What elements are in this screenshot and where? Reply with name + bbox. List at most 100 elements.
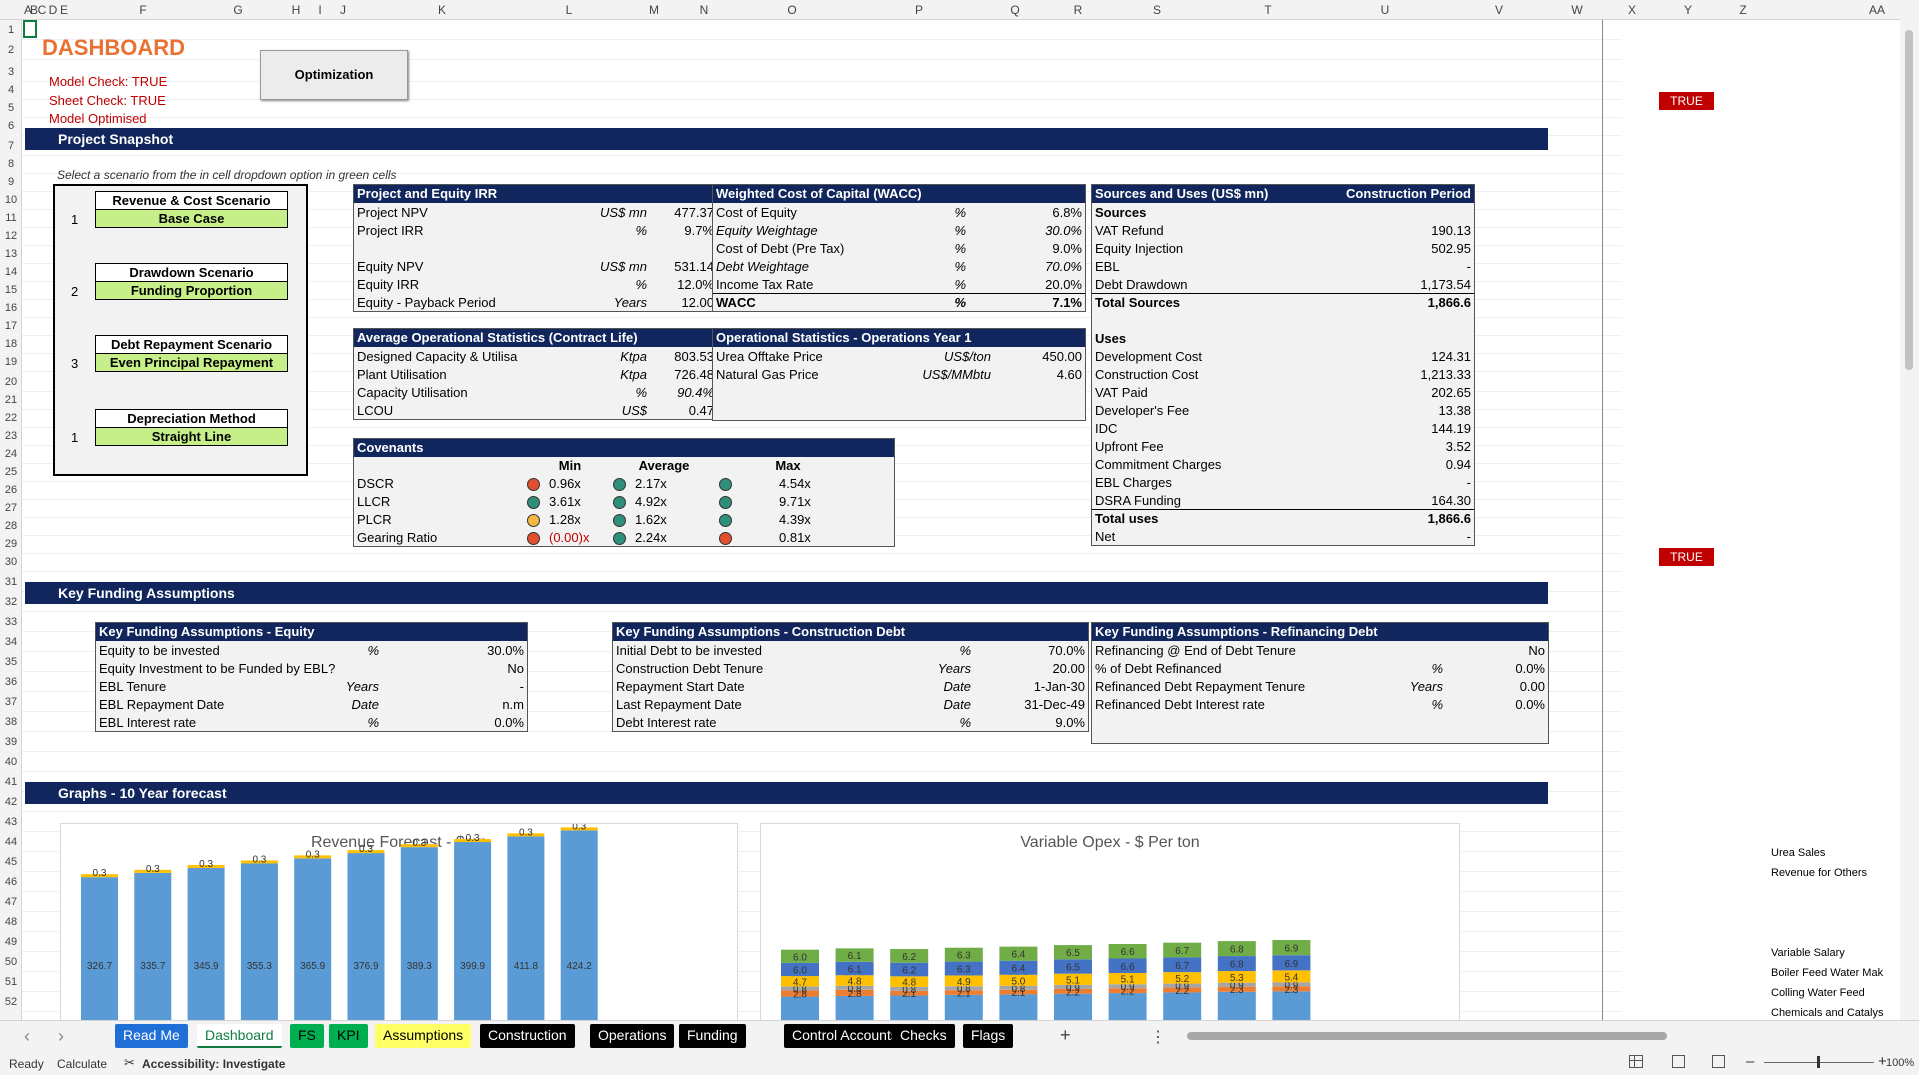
column-header[interactable]: X xyxy=(1627,3,1637,17)
row-header[interactable]: 1 xyxy=(7,24,15,36)
scenario-dropdown[interactable]: Even Principal Repayment xyxy=(96,354,287,371)
normal-view-icon[interactable] xyxy=(1629,1055,1643,1068)
tab-funding[interactable]: Funding xyxy=(679,1024,746,1048)
row-header[interactable]: 15 xyxy=(4,284,18,296)
row-header[interactable]: 34 xyxy=(4,636,18,648)
row-header[interactable]: 12 xyxy=(4,230,18,242)
column-header[interactable]: Y xyxy=(1683,3,1693,17)
row-header[interactable]: 4 xyxy=(7,84,15,96)
column-header[interactable]: W xyxy=(1571,3,1583,17)
row-header[interactable]: 5 xyxy=(7,102,15,114)
column-header[interactable]: AA xyxy=(1868,3,1886,17)
status-calculate[interactable]: Calculate xyxy=(57,1057,108,1071)
tab-read-me[interactable]: Read Me xyxy=(115,1024,188,1048)
column-header[interactable]: U xyxy=(1380,3,1390,17)
row-header[interactable]: 46 xyxy=(4,876,18,888)
row-header[interactable]: 52 xyxy=(4,996,18,1008)
column-header[interactable]: M xyxy=(649,3,659,17)
column-header[interactable]: N xyxy=(699,3,709,17)
tab-control-accounts[interactable]: Control Accounts xyxy=(784,1024,906,1048)
row-header[interactable]: 24 xyxy=(4,448,18,460)
row-header[interactable]: 32 xyxy=(4,596,18,608)
row-header[interactable]: 8 xyxy=(7,158,15,170)
row-header[interactable]: 36 xyxy=(4,676,18,688)
column-header[interactable]: V xyxy=(1494,3,1504,17)
row-header[interactable]: 45 xyxy=(4,856,18,868)
row-header[interactable]: 41 xyxy=(4,776,18,788)
row-header[interactable]: 18 xyxy=(4,338,18,350)
row-header[interactable]: 13 xyxy=(4,248,18,260)
row-header[interactable]: 9 xyxy=(7,176,15,188)
tab-flags[interactable]: Flags xyxy=(963,1024,1014,1048)
optimization-button[interactable]: Optimization xyxy=(260,50,408,100)
column-header[interactable]: P xyxy=(914,3,924,17)
row-header[interactable]: 51 xyxy=(4,976,18,988)
row-header[interactable]: 29 xyxy=(4,538,18,550)
tab-operations[interactable]: Operations xyxy=(590,1024,675,1048)
row-header[interactable]: 39 xyxy=(4,736,18,748)
scroll-thumb[interactable] xyxy=(1905,30,1913,370)
page-layout-icon[interactable] xyxy=(1672,1055,1685,1068)
zoom-in-icon[interactable]: + xyxy=(1878,1053,1887,1070)
row-header[interactable]: 30 xyxy=(4,556,18,568)
row-header[interactable]: 28 xyxy=(4,520,18,532)
scenario-dropdown[interactable]: Funding Proportion xyxy=(96,282,287,299)
column-header[interactable]: C xyxy=(37,3,47,17)
column-header[interactable]: H xyxy=(291,3,301,17)
tab-dashboard[interactable]: Dashboard xyxy=(197,1024,282,1048)
row-header[interactable]: 23 xyxy=(4,430,18,442)
tab-next-icon[interactable]: › xyxy=(58,1026,64,1046)
column-header[interactable]: E xyxy=(59,3,69,17)
row-header[interactable]: 25 xyxy=(4,466,18,478)
row-header[interactable]: 20 xyxy=(4,376,18,388)
column-header[interactable]: R xyxy=(1073,3,1083,17)
row-header[interactable]: 42 xyxy=(4,796,18,808)
row-header[interactable]: 22 xyxy=(4,412,18,424)
tab-construction[interactable]: Construction xyxy=(480,1024,575,1048)
row-header[interactable]: 40 xyxy=(4,756,18,768)
column-header[interactable]: G xyxy=(233,3,243,17)
column-header[interactable]: I xyxy=(318,3,322,17)
row-header[interactable]: 10 xyxy=(4,194,18,206)
row-header[interactable]: 2 xyxy=(7,44,15,56)
row-header[interactable]: 31 xyxy=(4,576,18,588)
row-header[interactable]: 7 xyxy=(7,140,15,152)
row-header[interactable]: 47 xyxy=(4,896,18,908)
column-header[interactable]: T xyxy=(1264,3,1272,17)
column-header[interactable]: Q xyxy=(1010,3,1020,17)
column-header[interactable]: K xyxy=(437,3,447,17)
zoom-level[interactable]: 100% xyxy=(1886,1057,1915,1069)
selected-cell[interactable] xyxy=(23,20,37,38)
tab-fs[interactable]: FS xyxy=(290,1024,324,1048)
row-header[interactable]: 3 xyxy=(7,66,15,78)
tab-checks[interactable]: Checks xyxy=(892,1024,955,1048)
column-header[interactable]: J xyxy=(340,3,346,17)
row-header[interactable]: 37 xyxy=(4,696,18,708)
row-header[interactable]: 50 xyxy=(4,956,18,968)
vertical-scrollbar[interactable] xyxy=(1900,0,1919,1020)
zoom-thumb[interactable] xyxy=(1817,1056,1820,1068)
row-header[interactable]: 17 xyxy=(4,320,18,332)
tab-kpi[interactable]: KPI xyxy=(329,1024,368,1048)
row-header[interactable]: 44 xyxy=(4,836,18,848)
row-header[interactable]: 21 xyxy=(4,394,18,406)
column-header[interactable]: S xyxy=(1152,3,1162,17)
more-options-icon[interactable]: ⋮ xyxy=(1150,1029,1166,1046)
page-break-icon[interactable] xyxy=(1712,1055,1725,1068)
worksheet-grid[interactable]: DASHBOARD Model Check: TRUE Sheet Check:… xyxy=(22,20,1900,1020)
column-header[interactable]: D xyxy=(48,3,58,17)
add-sheet-icon[interactable]: + xyxy=(1060,1025,1071,1045)
row-header[interactable]: 33 xyxy=(4,616,18,628)
zoom-out-icon[interactable]: – xyxy=(1746,1053,1755,1070)
hscroll-thumb[interactable] xyxy=(1187,1032,1667,1040)
row-header[interactable]: 16 xyxy=(4,302,18,314)
tab-prev-icon[interactable]: ‹ xyxy=(24,1026,30,1046)
row-header[interactable]: 19 xyxy=(4,356,18,368)
column-header[interactable]: O xyxy=(787,3,797,17)
tab-assumptions[interactable]: Assumptions xyxy=(375,1024,472,1048)
column-header[interactable]: A xyxy=(23,3,33,17)
column-header[interactable]: Z xyxy=(1739,3,1747,17)
scenario-dropdown[interactable]: Base Case xyxy=(96,210,287,227)
row-header[interactable]: 35 xyxy=(4,656,18,668)
zoom-slider[interactable] xyxy=(1764,1056,1874,1068)
